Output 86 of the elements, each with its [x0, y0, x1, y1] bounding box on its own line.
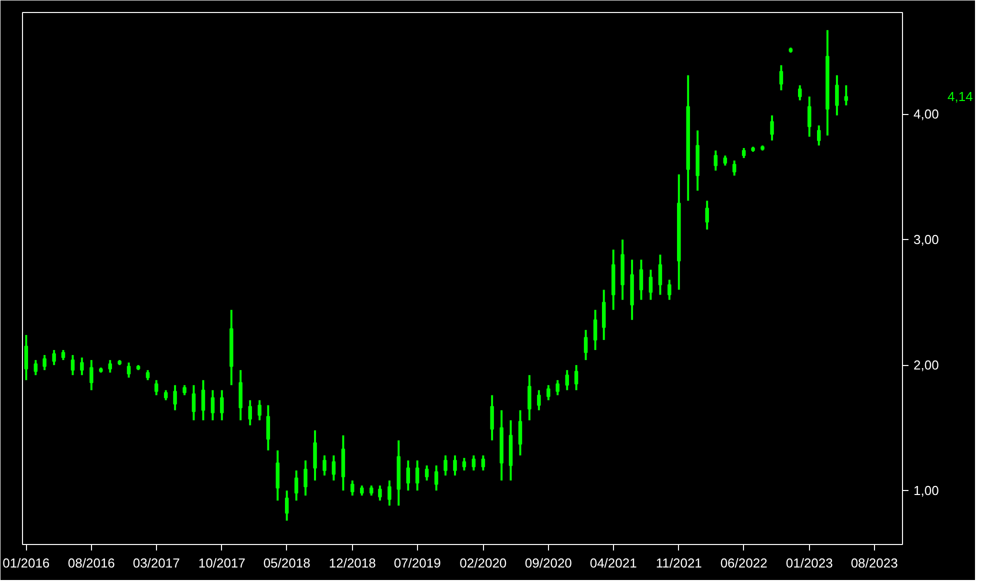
candlestick [844, 84, 848, 106]
candlestick [284, 490, 289, 522]
candlestick [546, 384, 550, 402]
y-tick-label: 1,00 [914, 483, 939, 498]
candlestick [369, 484, 374, 497]
x-tick-label: 01/2023 [786, 556, 833, 570]
x-tick-label: 10/2017 [198, 556, 246, 570]
candlestick [61, 349, 66, 362]
x-tick-label: 01/2016 [2, 556, 50, 570]
candlestick [444, 454, 448, 476]
candlestick [108, 359, 112, 374]
x-tick-label: 04/2021 [590, 556, 637, 570]
candlestick [808, 96, 812, 138]
x-tick-label: 07/2019 [394, 556, 441, 570]
candlestick [146, 369, 150, 382]
x-tick-label: 11/2021 [656, 556, 702, 570]
candlestick [258, 399, 262, 422]
candlestick [537, 389, 541, 412]
candlestick [350, 480, 354, 497]
candlestick [732, 160, 736, 177]
candlestick [723, 154, 728, 167]
candlestick [406, 459, 410, 492]
y-tick-label: 2,00 [914, 358, 939, 373]
candlestick [462, 456, 466, 472]
x-tick-label: 09/2020 [524, 556, 572, 570]
candlestick [584, 328, 588, 362]
candlestick [424, 464, 429, 482]
candlestick [220, 389, 224, 422]
candlestick [593, 308, 598, 352]
candlestick [518, 409, 522, 456]
candlestick [294, 469, 298, 502]
candlestick [639, 258, 644, 301]
candlestick [322, 454, 326, 476]
candlestick [835, 74, 839, 116]
candlestick [182, 384, 186, 396]
y-tick-label: 4,00 [914, 106, 939, 122]
candlestick [490, 394, 494, 442]
candlestick [164, 389, 168, 402]
candlestick [770, 114, 774, 142]
candlestick [173, 384, 177, 412]
candlestick [90, 359, 94, 392]
candlestick [668, 278, 672, 301]
x-tick-label: 06/2022 [720, 556, 768, 570]
candlestick [210, 389, 215, 422]
candlestick [472, 454, 476, 472]
candlestick [34, 359, 38, 376]
y-tick-label: 3,00 [914, 232, 939, 248]
text: 4,14 [948, 89, 973, 104]
candlestick [52, 349, 56, 366]
candlestick [574, 364, 578, 392]
candlestick [481, 454, 486, 472]
x-tick-label: 05/2018 [263, 556, 310, 570]
candlestick [415, 459, 420, 492]
candlestick [126, 362, 131, 379]
candlestick [70, 354, 75, 376]
candlestick [378, 484, 382, 502]
candlestick [80, 356, 84, 376]
candlestick [565, 369, 569, 392]
candlestick [779, 64, 784, 92]
candlestick [817, 124, 821, 146]
candlestick [528, 374, 532, 422]
candlestick [332, 454, 336, 482]
x-tick-label: 08/2023 [850, 556, 898, 570]
candlestick [201, 379, 206, 422]
candlestick [742, 147, 746, 160]
candlestick [648, 268, 653, 301]
candlestick [24, 334, 28, 382]
x-tick-label: 03/2017 [132, 556, 180, 570]
candlestick [360, 484, 364, 497]
candlestick [658, 254, 662, 296]
candlestick [192, 384, 196, 422]
candlestick [453, 454, 457, 476]
candlestick [266, 404, 270, 452]
candlestick [154, 379, 158, 396]
candlestick [705, 200, 709, 231]
x-tick-label: 08/2016 [68, 556, 115, 570]
candlestick [42, 354, 46, 372]
candlestick [248, 399, 252, 426]
candlestick [304, 459, 308, 497]
x-tick-label: 12/2018 [328, 556, 376, 570]
candlestick [798, 84, 802, 102]
x-tick-label: 02/2020 [460, 556, 507, 570]
candlestick [434, 464, 438, 492]
candlestick [388, 480, 392, 507]
candlestick [556, 379, 560, 396]
candlestick [714, 150, 718, 172]
